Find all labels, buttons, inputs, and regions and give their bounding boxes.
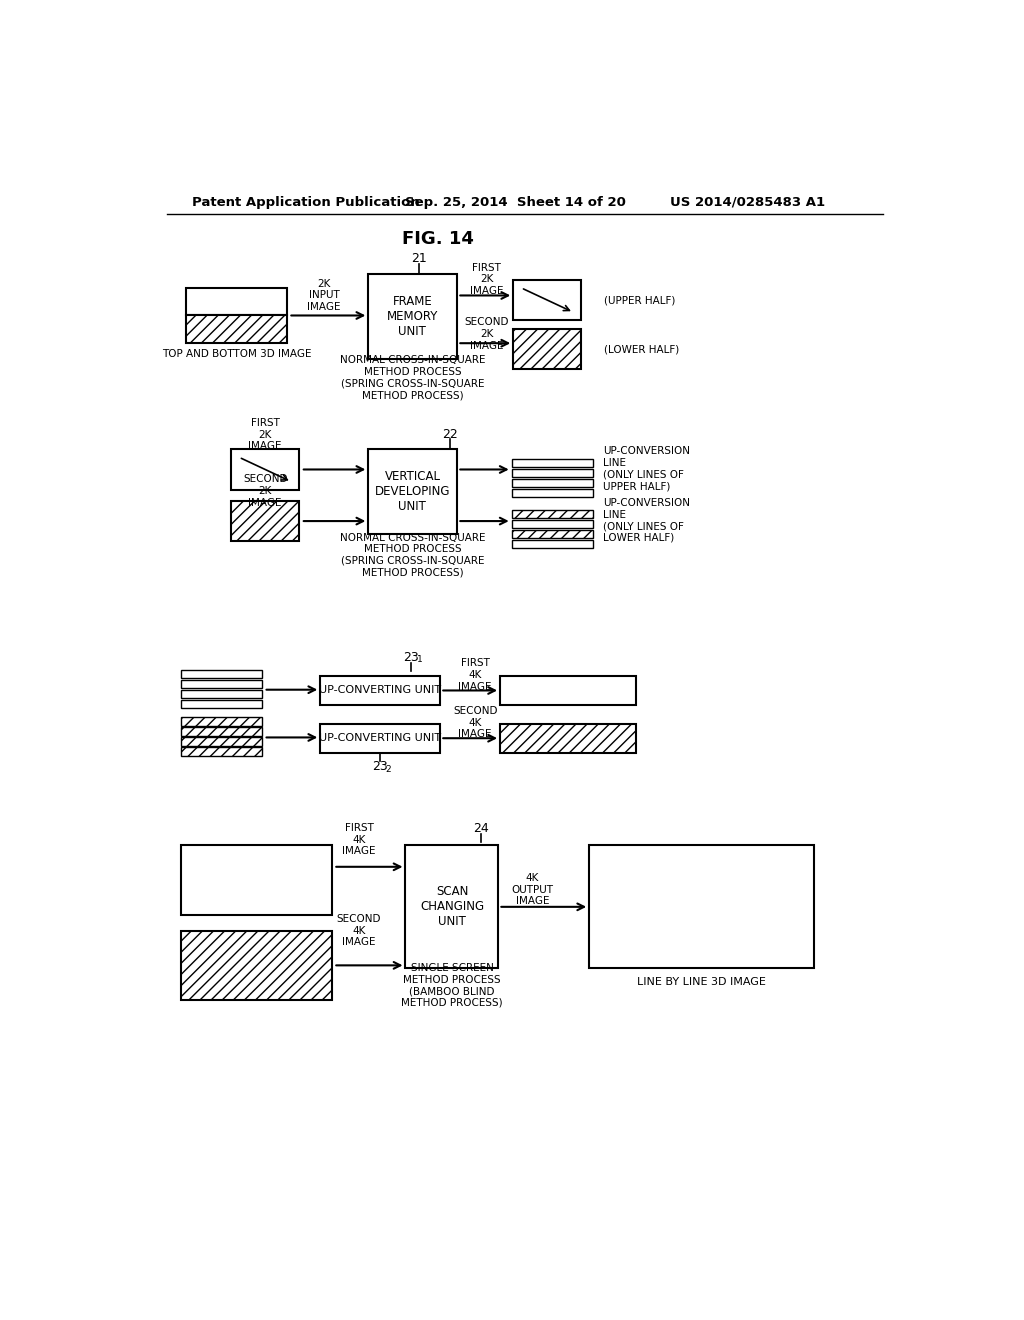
Text: 1: 1 — [417, 655, 422, 664]
Text: SECOND
2K
IMAGE: SECOND 2K IMAGE — [465, 317, 509, 351]
Bar — [500, 676, 636, 705]
Text: 21: 21 — [411, 252, 427, 265]
Bar — [180, 680, 262, 688]
Text: UP-CONVERSION
LINE
(ONLY LINES OF
LOWER HALF): UP-CONVERSION LINE (ONLY LINES OF LOWER … — [603, 498, 690, 543]
Text: FIRST
2K
IMAGE: FIRST 2K IMAGE — [249, 418, 282, 451]
Text: FIRST
4K
IMAGE: FIRST 4K IMAGE — [459, 659, 492, 692]
Text: 2K
INPUT
IMAGE: 2K INPUT IMAGE — [307, 279, 341, 312]
Bar — [180, 669, 262, 678]
Bar — [589, 845, 814, 857]
Text: UP-CONVERTING UNIT: UP-CONVERTING UNIT — [318, 733, 441, 743]
Text: Sep. 25, 2014  Sheet 14 of 20: Sep. 25, 2014 Sheet 14 of 20 — [406, 195, 627, 209]
Bar — [589, 957, 814, 969]
Bar — [180, 718, 262, 726]
Bar — [589, 902, 814, 912]
Text: 23: 23 — [403, 651, 419, 664]
Text: 2: 2 — [386, 764, 391, 774]
Text: NORMAL CROSS-IN-SQUARE
METHOD PROCESS
(SPRING CROSS-IN-SQUARE
METHOD PROCESS): NORMAL CROSS-IN-SQUARE METHOD PROCESS (S… — [340, 355, 485, 400]
Text: SECOND
2K
IMAGE: SECOND 2K IMAGE — [243, 474, 288, 508]
Bar — [500, 723, 636, 752]
Bar — [589, 946, 814, 957]
Text: UP-CONVERSION
LINE
(ONLY LINES OF
UPPER HALF): UP-CONVERSION LINE (ONLY LINES OF UPPER … — [603, 446, 690, 491]
Text: 24: 24 — [473, 822, 488, 834]
Bar — [321, 723, 440, 752]
Text: FRAME
MEMORY
UNIT: FRAME MEMORY UNIT — [387, 294, 438, 338]
Text: FIG. 14: FIG. 14 — [402, 230, 474, 248]
Bar — [369, 449, 458, 535]
Bar — [231, 502, 299, 541]
Text: UP-CONVERTING UNIT: UP-CONVERTING UNIT — [318, 685, 441, 696]
Bar — [589, 890, 814, 902]
Bar — [589, 935, 814, 946]
Bar — [589, 912, 814, 924]
Bar — [512, 510, 593, 517]
Bar — [512, 459, 593, 467]
Text: 22: 22 — [441, 428, 458, 441]
Text: VERTICAL
DEVELOPING
UNIT: VERTICAL DEVELOPING UNIT — [375, 470, 451, 513]
Bar — [589, 867, 814, 879]
Bar — [589, 857, 814, 867]
Text: SCAN
CHANGING
UNIT: SCAN CHANGING UNIT — [420, 886, 484, 928]
Text: (UPPER HALF): (UPPER HALF) — [604, 296, 675, 305]
Bar — [513, 280, 582, 321]
Bar — [186, 288, 287, 315]
Text: LINE BY LINE 3D IMAGE: LINE BY LINE 3D IMAGE — [637, 977, 766, 987]
Bar — [180, 700, 262, 708]
Text: TOP AND BOTTOM 3D IMAGE: TOP AND BOTTOM 3D IMAGE — [162, 348, 311, 359]
Bar — [589, 924, 814, 935]
Bar — [406, 845, 499, 969]
Text: US 2014/0285483 A1: US 2014/0285483 A1 — [671, 195, 825, 209]
Text: FIRST
2K
IMAGE: FIRST 2K IMAGE — [470, 263, 504, 296]
Text: 4K
OUTPUT
IMAGE: 4K OUTPUT IMAGE — [512, 874, 554, 907]
Bar — [512, 479, 593, 487]
Text: FIRST
4K
IMAGE: FIRST 4K IMAGE — [342, 824, 376, 857]
Text: (LOWER HALF): (LOWER HALF) — [604, 345, 679, 354]
Bar — [231, 449, 299, 490]
Bar — [512, 520, 593, 528]
Bar — [180, 689, 262, 698]
Text: NORMAL CROSS-IN-SQUARE
METHOD PROCESS
(SPRING CROSS-IN-SQUARE
METHOD PROCESS): NORMAL CROSS-IN-SQUARE METHOD PROCESS (S… — [340, 532, 485, 577]
Bar — [512, 529, 593, 539]
Bar — [180, 747, 262, 756]
Text: SINGLE SCREEN
METHOD PROCESS
(BAMBOO BLIND
METHOD PROCESS): SINGLE SCREEN METHOD PROCESS (BAMBOO BLI… — [401, 964, 503, 1007]
Bar — [513, 330, 582, 370]
Bar — [512, 540, 593, 548]
Bar — [369, 275, 458, 359]
Bar — [180, 845, 332, 915]
Bar — [180, 738, 262, 746]
Text: SECOND
4K
IMAGE: SECOND 4K IMAGE — [453, 706, 498, 739]
Bar — [589, 879, 814, 890]
Bar — [321, 676, 440, 705]
Text: 23: 23 — [372, 760, 388, 774]
Bar — [186, 315, 287, 343]
Bar — [180, 727, 262, 737]
Bar — [180, 931, 332, 1001]
Text: SECOND
4K
IMAGE: SECOND 4K IMAGE — [337, 915, 381, 948]
Bar — [589, 845, 814, 969]
Bar — [512, 488, 593, 498]
Bar — [512, 469, 593, 478]
Text: Patent Application Publication: Patent Application Publication — [193, 195, 420, 209]
